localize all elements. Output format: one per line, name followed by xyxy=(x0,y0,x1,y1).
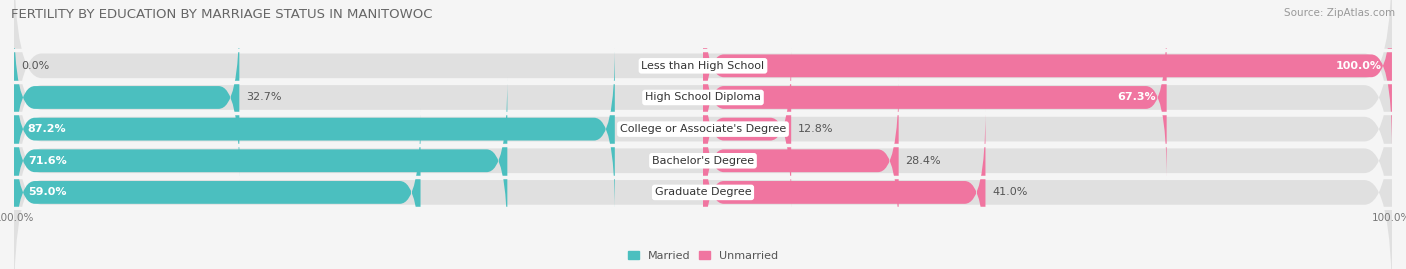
FancyBboxPatch shape xyxy=(14,45,614,213)
Text: College or Associate's Degree: College or Associate's Degree xyxy=(620,124,786,134)
Text: 41.0%: 41.0% xyxy=(993,187,1028,197)
Text: 87.2%: 87.2% xyxy=(28,124,66,134)
Text: Graduate Degree: Graduate Degree xyxy=(655,187,751,197)
FancyBboxPatch shape xyxy=(703,45,792,213)
Text: Less than High School: Less than High School xyxy=(641,61,765,71)
FancyBboxPatch shape xyxy=(14,0,1392,180)
Text: 0.0%: 0.0% xyxy=(21,61,49,71)
Text: Bachelor's Degree: Bachelor's Degree xyxy=(652,156,754,166)
Text: Source: ZipAtlas.com: Source: ZipAtlas.com xyxy=(1284,8,1395,18)
FancyBboxPatch shape xyxy=(14,15,1392,243)
Text: 100.0%: 100.0% xyxy=(1336,61,1382,71)
Text: 12.8%: 12.8% xyxy=(799,124,834,134)
FancyBboxPatch shape xyxy=(703,77,898,244)
Text: FERTILITY BY EDUCATION BY MARRIAGE STATUS IN MANITOWOC: FERTILITY BY EDUCATION BY MARRIAGE STATU… xyxy=(11,8,433,21)
FancyBboxPatch shape xyxy=(14,47,1392,269)
Text: High School Diploma: High School Diploma xyxy=(645,93,761,102)
Text: 28.4%: 28.4% xyxy=(905,156,941,166)
FancyBboxPatch shape xyxy=(14,14,239,181)
FancyBboxPatch shape xyxy=(14,78,1392,269)
Text: 67.3%: 67.3% xyxy=(1118,93,1156,102)
Text: 71.6%: 71.6% xyxy=(28,156,66,166)
FancyBboxPatch shape xyxy=(703,14,1167,181)
FancyBboxPatch shape xyxy=(14,0,1392,212)
FancyBboxPatch shape xyxy=(703,0,1392,149)
FancyBboxPatch shape xyxy=(14,77,508,244)
Text: 32.7%: 32.7% xyxy=(246,93,281,102)
FancyBboxPatch shape xyxy=(703,109,986,269)
FancyBboxPatch shape xyxy=(14,109,420,269)
Text: 59.0%: 59.0% xyxy=(28,187,66,197)
Legend: Married, Unmarried: Married, Unmarried xyxy=(623,247,783,266)
